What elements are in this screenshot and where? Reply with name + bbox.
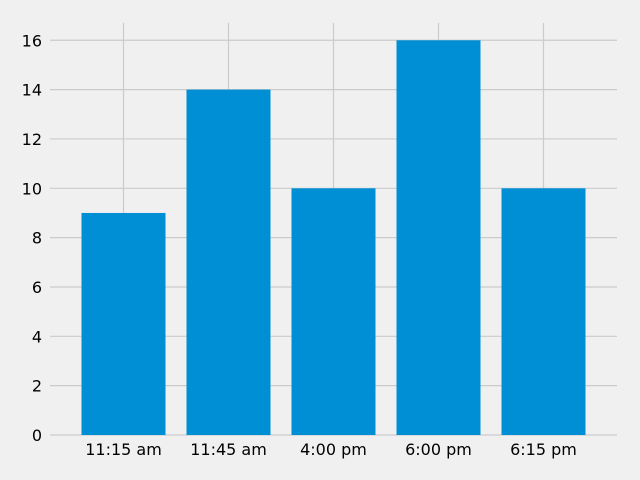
y-tick-label: 16 <box>22 31 42 50</box>
y-tick-label: 2 <box>32 377 42 396</box>
y-tick-label: 0 <box>32 426 42 445</box>
x-tick-label: 6:00 pm <box>405 440 472 459</box>
bar-3 <box>396 40 481 435</box>
y-tick-label: 12 <box>22 130 42 149</box>
x-axis-ticks: 11:15 am 11:45 am 4:00 pm 6:00 pm 6:15 pm <box>85 440 577 459</box>
bar-2 <box>291 188 376 435</box>
x-tick-label: 11:45 am <box>190 440 267 459</box>
x-tick-label: 6:15 pm <box>510 440 577 459</box>
bars <box>81 40 586 435</box>
bar-1 <box>186 89 271 435</box>
y-tick-label: 8 <box>32 229 42 248</box>
x-tick-label: 11:15 am <box>85 440 162 459</box>
x-tick-label: 4:00 pm <box>300 440 367 459</box>
bar-0 <box>81 212 166 435</box>
y-tick-label: 6 <box>32 278 42 297</box>
y-tick-label: 4 <box>32 327 42 346</box>
bar-4 <box>501 188 586 435</box>
y-tick-label: 10 <box>22 179 42 198</box>
y-tick-label: 14 <box>22 81 42 100</box>
y-axis-ticks: 0 2 4 6 8 10 12 14 16 <box>22 31 42 445</box>
